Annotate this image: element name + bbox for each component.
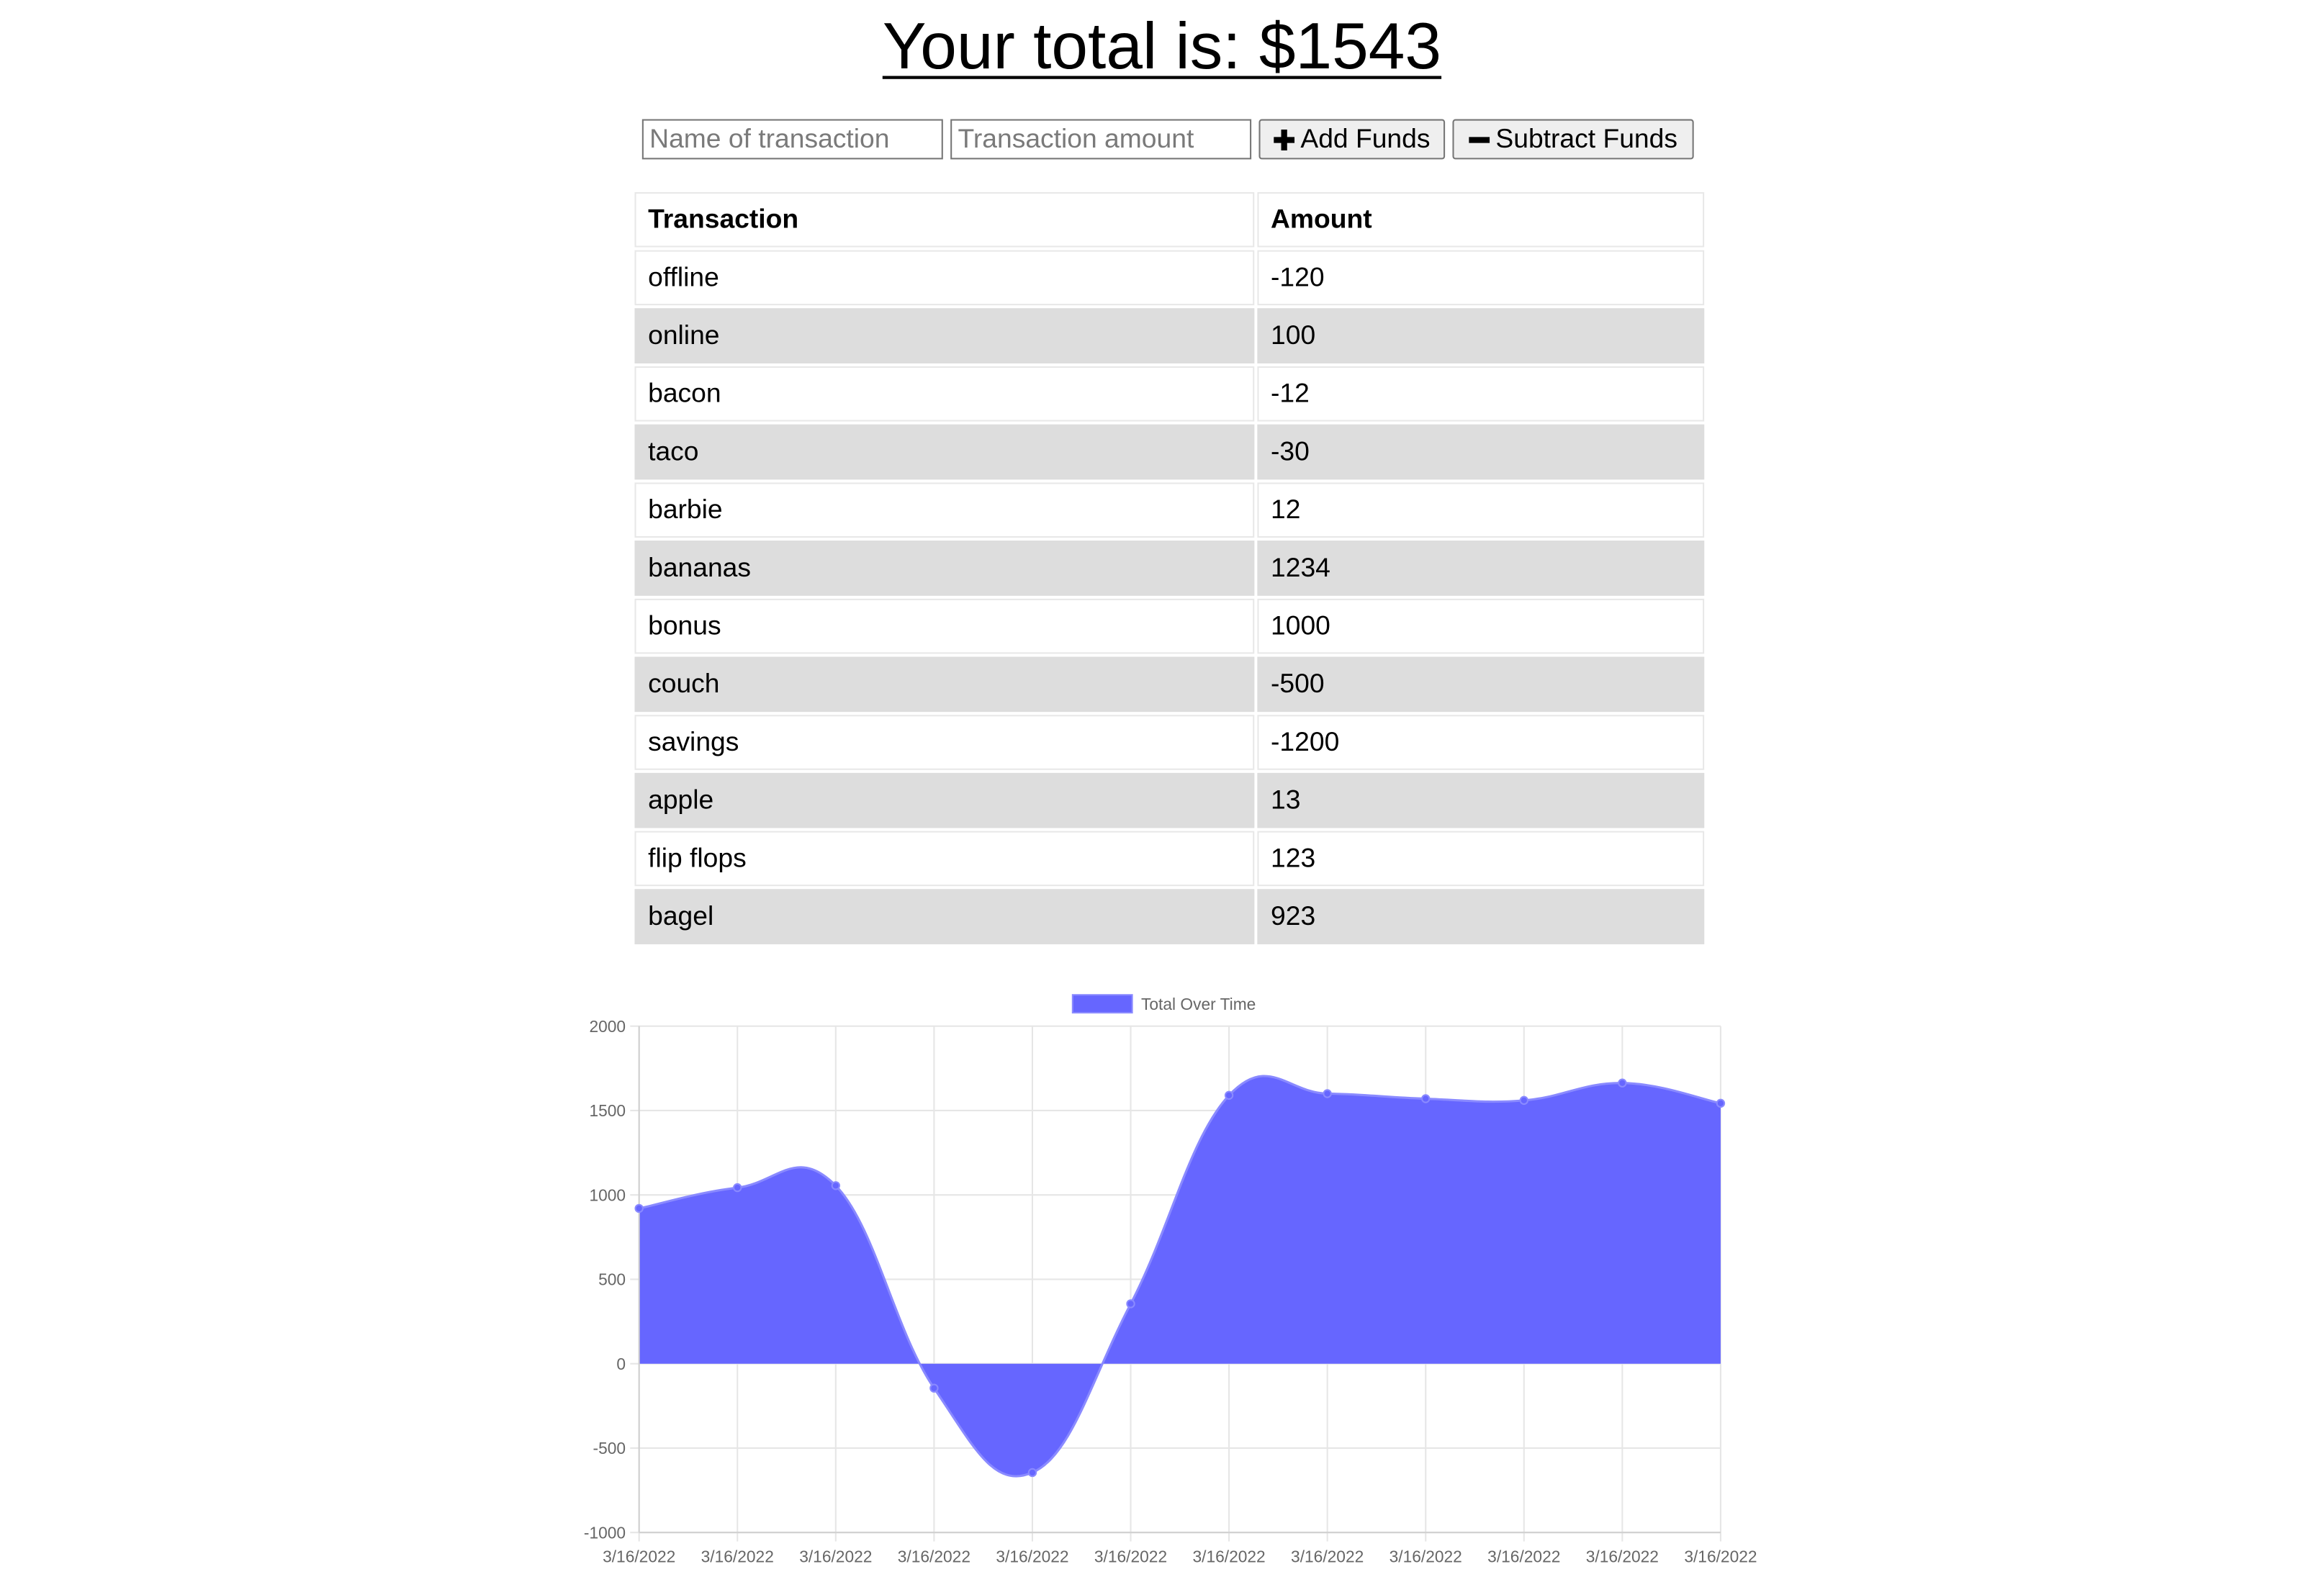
y-tick-label: 2000: [589, 1017, 626, 1036]
x-tick-label: 3/16/2022: [799, 1547, 872, 1566]
x-tick-label: 3/16/2022: [1586, 1547, 1659, 1566]
transaction-name-cell: bagel: [634, 889, 1255, 944]
x-tick-label: 3/16/2022: [1291, 1547, 1364, 1566]
legend-swatch: [1071, 994, 1133, 1014]
total-label: Your total is: $: [882, 10, 1296, 83]
transaction-amount-cell: 123: [1257, 831, 1705, 887]
x-tick-label: 3/16/2022: [996, 1547, 1068, 1566]
table-row: offline -120: [634, 250, 1705, 306]
x-tick-label: 3/16/2022: [701, 1547, 774, 1566]
amount-column-header: Amount: [1257, 191, 1705, 248]
table-header-row: Transaction Amount: [634, 191, 1705, 248]
x-tick-label: 3/16/2022: [1684, 1547, 1757, 1566]
minus-icon: [1469, 136, 1490, 143]
transaction-name-cell: apple: [634, 772, 1255, 828]
data-point: [1323, 1089, 1332, 1098]
y-tick-label: 1500: [589, 1101, 626, 1120]
transaction-name-cell: flip flops: [634, 831, 1255, 887]
data-point: [831, 1181, 841, 1190]
data-point: [1027, 1468, 1037, 1478]
y-tick-label: 500: [598, 1270, 626, 1289]
x-tick-label: 3/16/2022: [1390, 1547, 1462, 1566]
transaction-amount-cell: -500: [1257, 656, 1705, 713]
table-row: savings -1200: [634, 715, 1705, 770]
plus-icon: [1274, 128, 1295, 150]
add-funds-button[interactable]: Add Funds: [1258, 119, 1446, 160]
data-point: [1421, 1094, 1431, 1103]
table-row: barbie 12: [634, 482, 1705, 538]
table-row: bananas 1234: [634, 541, 1705, 596]
subtract-funds-label: Subtract Funds: [1495, 123, 1677, 154]
total-over-time-chart: 2000 1500 1000 500 0 -500 -1000 3/16/2022 3/16/2…: [584, 994, 1757, 1566]
data-point: [1716, 1098, 1726, 1108]
transaction-amount-cell: 13: [1257, 772, 1705, 828]
x-tick-label: 3/16/2022: [1487, 1547, 1560, 1566]
transaction-name-cell: barbie: [634, 482, 1255, 538]
transaction-amount-cell: 1234: [1257, 541, 1705, 596]
total-heading: Your total is: $1543: [0, 7, 2324, 88]
x-tick-label: 3/16/2022: [603, 1547, 675, 1566]
x-tick-label: 3/16/2022: [1192, 1547, 1265, 1566]
transaction-name-cell: bonus: [634, 598, 1255, 654]
transaction-name-cell: offline: [634, 250, 1255, 306]
table-row: couch -500: [634, 656, 1705, 713]
table-row: apple 13: [634, 772, 1705, 828]
table-row: bonus 1000: [634, 598, 1705, 654]
transactions-table: Transaction Amount offline -120 online 100…: [631, 189, 1707, 947]
transaction-name-input[interactable]: [641, 119, 943, 160]
transaction-amount-cell: -30: [1257, 424, 1705, 480]
series-area: [639, 1076, 1721, 1477]
y-tick-label: -1000: [584, 1523, 626, 1542]
transaction-name-cell: couch: [634, 656, 1255, 713]
transaction-amount-cell: -120: [1257, 250, 1705, 306]
total-text: Your total is: $1543: [883, 10, 1441, 83]
y-tick-label: 0: [616, 1355, 626, 1373]
y-tick-label: 1000: [589, 1185, 626, 1204]
data-point: [929, 1383, 939, 1393]
y-tick-label: -500: [593, 1439, 626, 1457]
data-point: [634, 1203, 644, 1213]
transaction-amount-input[interactable]: [950, 119, 1252, 160]
legend-label: Total Over Time: [1141, 995, 1256, 1013]
total-value: 1543: [1295, 10, 1442, 83]
subtract-funds-button[interactable]: Subtract Funds: [1452, 119, 1694, 160]
data-point: [1224, 1090, 1234, 1100]
table-row: taco -30: [634, 424, 1705, 480]
transaction-name-cell: bacon: [634, 366, 1255, 422]
transaction-name-cell: bananas: [634, 541, 1255, 596]
transaction-amount-cell: 923: [1257, 889, 1705, 944]
transaction-name-cell: savings: [634, 715, 1255, 770]
data-point: [1126, 1299, 1135, 1308]
transaction-name-cell: online: [634, 308, 1255, 363]
table-row: flip flops 123: [634, 831, 1705, 887]
transaction-amount-cell: -1200: [1257, 715, 1705, 770]
table-row: online 100: [634, 308, 1705, 363]
add-funds-label: Add Funds: [1300, 123, 1431, 154]
transaction-amount-cell: 1000: [1257, 598, 1705, 654]
transaction-amount-cell: 12: [1257, 482, 1705, 538]
transaction-name-cell: taco: [634, 424, 1255, 480]
transaction-column-header: Transaction: [634, 191, 1255, 248]
x-tick-label: 3/16/2022: [1094, 1547, 1167, 1566]
data-point: [733, 1183, 742, 1193]
transaction-amount-cell: 100: [1257, 308, 1705, 363]
x-tick-label: 3/16/2022: [898, 1547, 970, 1566]
transaction-amount-cell: -12: [1257, 366, 1705, 422]
table-row: bagel 923: [634, 889, 1705, 944]
table-row: bacon -12: [634, 366, 1705, 422]
data-point: [1519, 1095, 1528, 1106]
data-point: [1618, 1078, 1627, 1088]
